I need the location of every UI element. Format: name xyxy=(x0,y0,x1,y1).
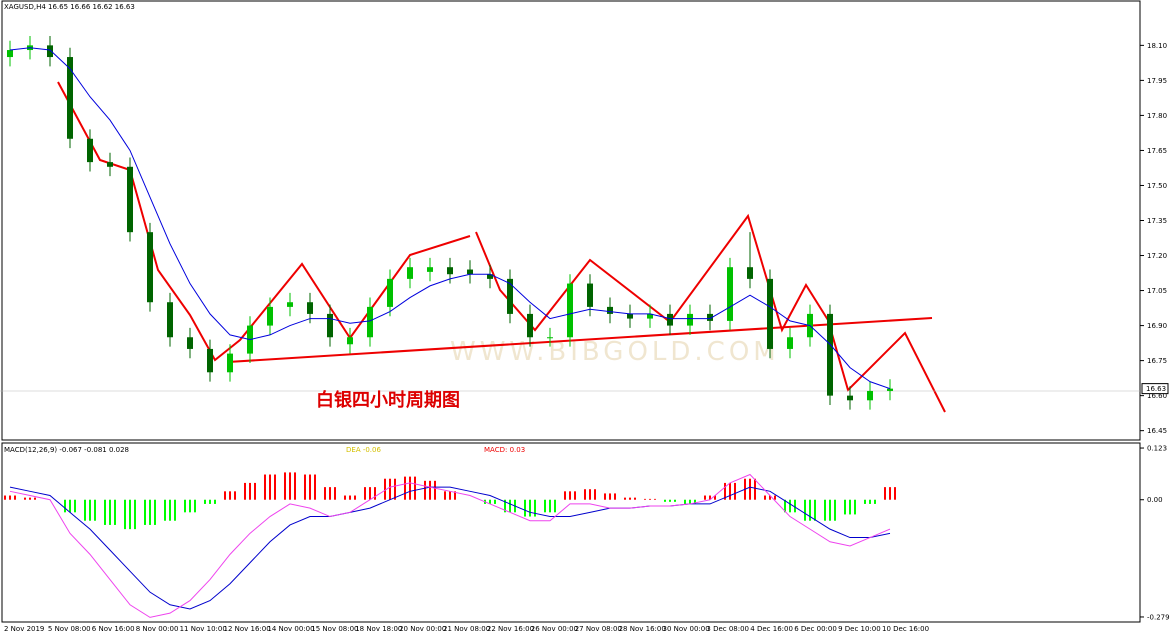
candle-body xyxy=(647,313,653,319)
candle-body xyxy=(367,306,373,338)
candle-body xyxy=(227,353,233,373)
x-tick-label: 8 Nov 00:00 xyxy=(136,625,179,633)
candle-body xyxy=(847,395,853,401)
y-tick-label: 16.45 xyxy=(1147,427,1167,435)
x-tick-label: 10 Dec 16:00 xyxy=(882,625,929,633)
candle-body xyxy=(687,313,693,326)
x-tick-label: 28 Nov 16:00 xyxy=(619,625,666,633)
x-tick-label: 12 Nov 16:00 xyxy=(224,625,271,633)
candle-body xyxy=(887,388,893,391)
x-tick-label: 5 Nov 08:00 xyxy=(48,625,91,633)
y-tick-label: 17.05 xyxy=(1147,287,1167,295)
candle-body xyxy=(107,162,113,167)
candle-body xyxy=(47,45,53,58)
candle-body xyxy=(147,232,153,303)
trend-annotation xyxy=(57,81,471,362)
candle-body xyxy=(527,313,533,338)
candle-body xyxy=(287,302,293,307)
y-tick-label: 0.123 xyxy=(1147,445,1167,453)
watermark: WWW.BIBGOLD.COM xyxy=(450,337,780,367)
candle-body xyxy=(267,306,273,326)
y-tick-label: 16.60 xyxy=(1147,392,1167,400)
macd-title: MACD(12,26,9) -0.067 -0.081 0.028 xyxy=(4,446,129,454)
candle-body xyxy=(87,138,93,163)
x-tick-label: 18 Nov 18:00 xyxy=(355,625,402,633)
price-frame xyxy=(1,0,1141,441)
candle-body xyxy=(567,283,573,338)
candle-body xyxy=(727,267,733,321)
x-tick-label: 14 Nov 00:00 xyxy=(267,625,314,633)
y-tick-label: 0.00 xyxy=(1147,496,1163,504)
candle-body xyxy=(347,337,353,345)
macd-line xyxy=(9,473,891,618)
candle-body xyxy=(187,337,193,349)
candle-body xyxy=(167,302,173,338)
x-tick-label: 6 Dec 00:00 xyxy=(794,625,837,633)
x-tick-label: 26 Nov 00:00 xyxy=(531,625,578,633)
candle-body xyxy=(667,313,673,326)
candle-body xyxy=(427,267,433,272)
x-tick-label: 3 Dec 08:00 xyxy=(706,625,749,633)
moving-average xyxy=(9,47,891,390)
candle-body xyxy=(327,313,333,338)
candle-body xyxy=(67,57,73,139)
x-tick-label: 20 Nov 00:00 xyxy=(399,625,446,633)
x-tick-label: 6 Nov 16:00 xyxy=(92,625,135,633)
y-tick-label: 17.20 xyxy=(1147,252,1167,260)
macd-line xyxy=(9,486,891,610)
candle-body xyxy=(487,274,493,279)
dea-label: DEA -0.06 xyxy=(346,446,381,454)
candle-body xyxy=(607,306,613,314)
candle-body xyxy=(407,267,413,279)
candle-body xyxy=(547,337,553,339)
last-price-box xyxy=(1141,383,1169,395)
candle-body xyxy=(767,278,773,349)
y-tick-label: 17.35 xyxy=(1147,217,1167,225)
candle-body xyxy=(127,166,133,233)
x-tick-label: 22 Nov 16:00 xyxy=(487,625,534,633)
candle-body xyxy=(707,313,713,321)
last-price-label: 16.63 xyxy=(1146,385,1166,393)
candle-body xyxy=(207,348,213,373)
x-tick-label: 21 Nov 08:00 xyxy=(443,625,490,633)
y-tick-label: 16.90 xyxy=(1147,322,1167,330)
candle-body xyxy=(307,302,313,314)
y-tick-label: 17.80 xyxy=(1147,112,1167,120)
candle-body xyxy=(827,313,833,396)
y-tick-label: 17.65 xyxy=(1147,147,1167,155)
x-tick-label: 27 Nov 08:00 xyxy=(575,625,622,633)
candle-body xyxy=(447,267,453,275)
y-tick-label: 17.95 xyxy=(1147,77,1167,85)
candle-body xyxy=(867,390,873,401)
candle-body xyxy=(7,50,13,58)
x-tick-label: 30 Nov 00:00 xyxy=(663,625,710,633)
annotation: 白银四小时周期图 xyxy=(316,389,460,411)
candle-body xyxy=(507,278,513,314)
x-tick-label: 9 Dec 10:00 xyxy=(838,625,881,633)
candle-body xyxy=(587,283,593,307)
candle-body xyxy=(387,278,393,307)
y-tick-label: -0.279 xyxy=(1147,613,1170,621)
candle-body xyxy=(747,267,753,279)
candle-body xyxy=(787,337,793,349)
macd-label: MACD: 0.03 xyxy=(484,446,525,454)
candle-body xyxy=(627,313,633,319)
candle-body xyxy=(467,269,473,275)
x-tick-label: 4 Dec 16:00 xyxy=(750,625,793,633)
y-tick-label: 18.10 xyxy=(1147,42,1167,50)
neckline-annotation xyxy=(227,317,933,363)
y-tick-label: 17.50 xyxy=(1147,182,1167,190)
y-tick-label: 16.75 xyxy=(1147,357,1167,365)
macd-frame xyxy=(1,442,1141,623)
chart-title: XAGUSD,H4 16.65 16.66 16.62 16.63 xyxy=(4,3,135,11)
x-tick-label: 11 Nov 10:00 xyxy=(180,625,227,633)
x-tick-label: 15 Nov 08:00 xyxy=(311,625,358,633)
x-tick-label: 2 Nov 2019 xyxy=(4,625,44,633)
